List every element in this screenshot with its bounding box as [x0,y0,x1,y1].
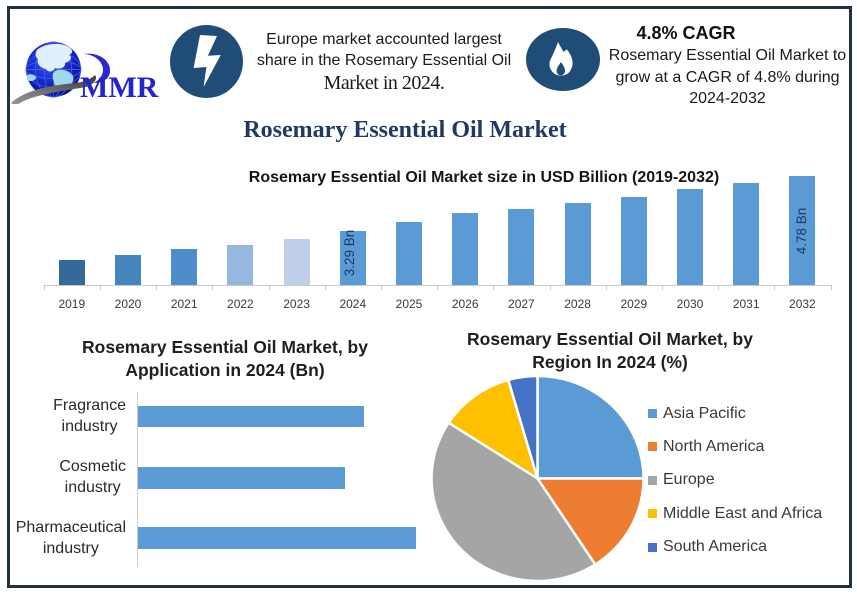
svg-text:MMR: MMR [80,71,159,104]
